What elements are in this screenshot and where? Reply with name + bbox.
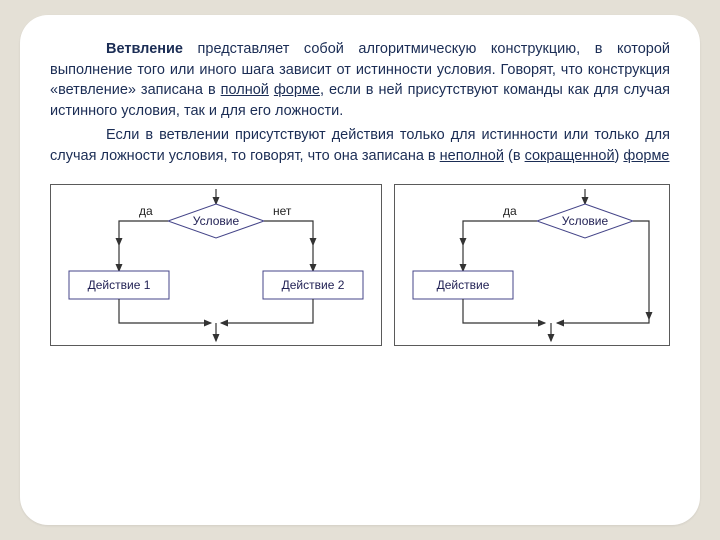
- arrow-merge-left: [463, 299, 545, 323]
- arrow-merge-right: [557, 319, 649, 323]
- yes-label: да: [139, 204, 153, 218]
- arrow-no: [633, 221, 649, 319]
- arrow-no: [264, 221, 313, 245]
- underline-full: полной: [221, 82, 269, 98]
- paragraph-1: Ветвление представляет собой алгоритмиче…: [50, 39, 670, 121]
- condition-label: Условие: [562, 215, 609, 229]
- paragraph-2: Если в ветвлении присутствуют действия т…: [50, 125, 670, 166]
- underline-short: сокращенной: [525, 148, 615, 164]
- term-bold: Ветвление: [106, 41, 183, 57]
- underline-form2: форме: [623, 148, 669, 164]
- arrow-yes: [119, 221, 168, 245]
- slide-card: Ветвление представляет собой алгоритмиче…: [20, 15, 700, 525]
- yes-label: да: [503, 204, 517, 218]
- action-label: Действие: [437, 279, 490, 293]
- action2-label: Действие 2: [282, 279, 345, 293]
- diagram-row: Условие да нет Действие 1 Действие 2: [50, 184, 670, 346]
- flowchart-short: Условие да Действие: [394, 184, 670, 346]
- condition-label: Условие: [193, 215, 240, 229]
- arrow-yes: [463, 221, 537, 245]
- arrow-merge-left: [119, 299, 211, 323]
- arrow-merge-right: [221, 299, 313, 323]
- underline-form1: форме: [274, 82, 320, 98]
- no-label: нет: [273, 204, 292, 218]
- action1-label: Действие 1: [88, 279, 151, 293]
- underline-incomplete: неполной: [440, 148, 504, 164]
- flowchart-full: Условие да нет Действие 1 Действие 2: [50, 184, 382, 346]
